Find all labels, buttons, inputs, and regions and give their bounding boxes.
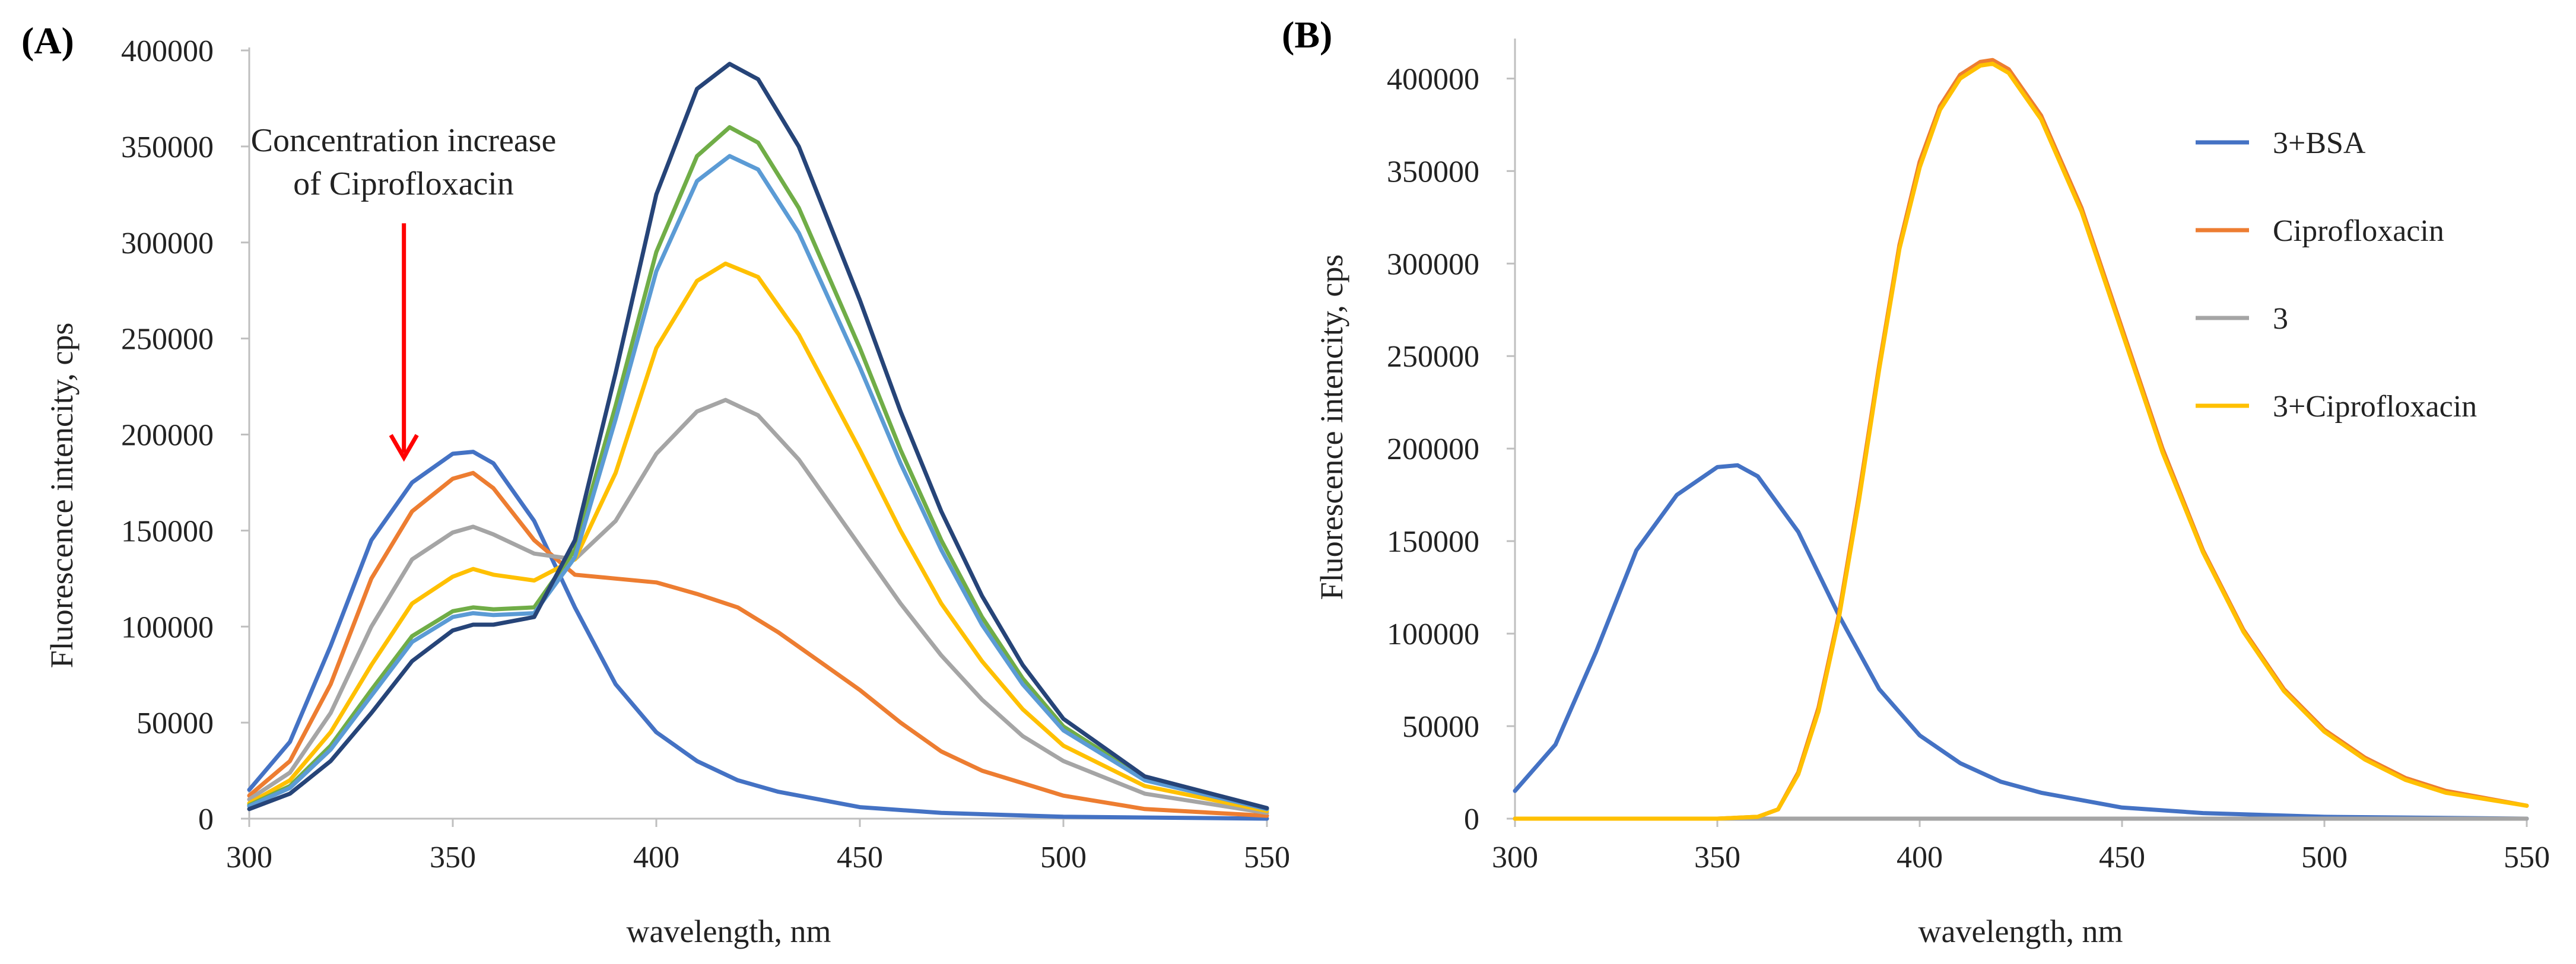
x-tick-label: 550 bbox=[1244, 841, 1290, 874]
x-tick-label: 450 bbox=[837, 841, 883, 874]
legend-label: 3+BSA bbox=[2273, 126, 2366, 160]
y-tick-label: 250000 bbox=[121, 323, 214, 357]
x-tick-label: 400 bbox=[1897, 841, 1943, 874]
legend-label: 3+Ciprofloxacin bbox=[2273, 390, 2477, 424]
panel-a-series bbox=[247, 62, 1269, 821]
panel-b-series bbox=[1513, 58, 2529, 821]
panel-b-axes: 0500001000001500002000002500003000003500… bbox=[1387, 39, 2550, 874]
panel-a-axes: 0 50000 100000 150000 200000 250000 300000 3500… bbox=[121, 34, 1290, 874]
series-line-b-ciprofloxacin bbox=[1513, 58, 2529, 821]
y-tick-label: 400000 bbox=[121, 34, 214, 68]
y-tick-label: 0 bbox=[1464, 803, 1479, 836]
annotation-arrow-head bbox=[389, 434, 419, 462]
y-tick-label: 350000 bbox=[1387, 155, 1479, 189]
y-tick-label: 200000 bbox=[1387, 432, 1479, 466]
y-tick-label: 300000 bbox=[1387, 247, 1479, 281]
series-line-a-series-1 bbox=[247, 450, 1269, 821]
panel-b-chart: (B) Fluorescence intencity, cps waveleng… bbox=[1282, 14, 2550, 949]
series-line-b-3-ciprofloxacin bbox=[1513, 61, 2529, 821]
x-tick-label: 450 bbox=[2099, 841, 2145, 874]
x-tick-label: 500 bbox=[1040, 841, 1087, 874]
series-line-a-series-2 bbox=[247, 470, 1269, 818]
y-tick-label: 200000 bbox=[121, 419, 214, 453]
y-tick-label: 250000 bbox=[1387, 340, 1479, 374]
x-tick-label: 350 bbox=[1694, 841, 1740, 874]
x-tick-label: 300 bbox=[1492, 841, 1538, 874]
x-tick-label: 300 bbox=[226, 841, 272, 874]
y-tick-label: 150000 bbox=[1387, 525, 1479, 559]
y-tick-label: 150000 bbox=[121, 514, 214, 548]
panel-b-label: (B) bbox=[1282, 14, 1332, 56]
y-tick-label: 100000 bbox=[121, 610, 214, 644]
annotation-line-1: Concentration increase bbox=[251, 122, 557, 159]
y-tick-label: 50000 bbox=[136, 707, 214, 740]
legend-label: Ciprofloxacin bbox=[2273, 214, 2444, 248]
y-tick-label: 400000 bbox=[1387, 62, 1479, 96]
y-tick-label: 300000 bbox=[121, 227, 214, 260]
annotation-line-2: of Ciprofloxacin bbox=[293, 166, 514, 202]
series-line-a-series-3 bbox=[247, 397, 1269, 815]
x-tick-label: 550 bbox=[2504, 841, 2550, 874]
y-tick-label: 350000 bbox=[121, 131, 214, 164]
x-tick-label: 400 bbox=[633, 841, 679, 874]
legend-label: 3 bbox=[2273, 302, 2288, 336]
panel-a-y-axis-title: Fluorescence intencity, cps bbox=[44, 323, 80, 669]
series-line-a-series-7 bbox=[247, 62, 1269, 812]
panel-b-y-axis-title: Fluorescence intencity, cps bbox=[1314, 254, 1349, 600]
x-tick-label: 500 bbox=[2301, 841, 2348, 874]
y-tick-label: 50000 bbox=[1402, 710, 1479, 744]
panel-a-annotation: Concentration increase of Ciprofloxacin bbox=[251, 122, 557, 462]
panel-a-chart: (A) Fluorescence intencity, cps waveleng… bbox=[21, 20, 1290, 949]
series-line-a-series-4 bbox=[247, 261, 1269, 813]
series-line-a-series-5 bbox=[247, 125, 1269, 812]
series-line-a-series-6 bbox=[247, 154, 1269, 812]
panel-b-x-axis-title: wavelength, nm bbox=[1918, 914, 2123, 949]
y-tick-label: 0 bbox=[198, 803, 214, 836]
panel-a-label: (A) bbox=[21, 20, 74, 62]
x-tick-label: 350 bbox=[430, 841, 476, 874]
panel-b-legend: 3+BSA Ciprofloxacin 3 3+Ciprofloxacin bbox=[2196, 126, 2477, 424]
y-tick-label: 100000 bbox=[1387, 618, 1479, 651]
panel-a-x-axis-title: wavelength, nm bbox=[627, 914, 831, 949]
